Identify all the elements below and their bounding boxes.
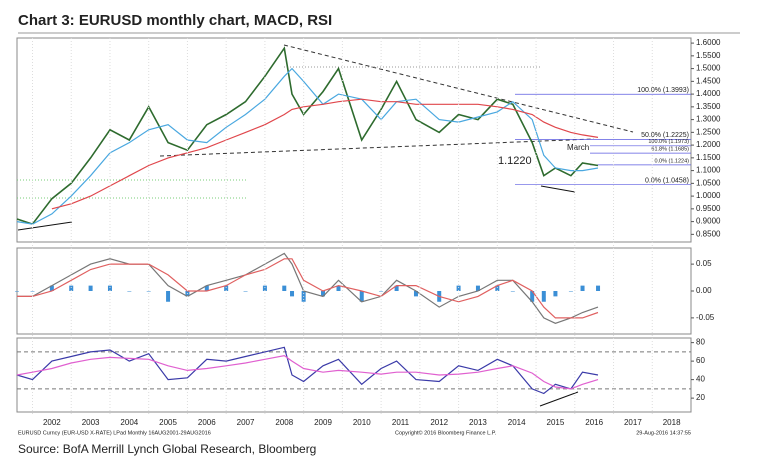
histogram-bar (596, 285, 601, 291)
histogram-bar (224, 285, 229, 291)
y-tick-label: 1.3000 (696, 115, 721, 124)
histogram-bar (146, 291, 151, 292)
histogram-bar (166, 291, 171, 302)
series-line (16, 346, 599, 395)
histogram-bar (456, 285, 461, 291)
arrow (540, 185, 576, 193)
histogram-bar (15, 291, 19, 292)
histogram-bar (541, 291, 546, 302)
histogram-bar (127, 291, 132, 292)
trend-line (159, 138, 595, 157)
y-tick-label: 1.6000 (696, 38, 721, 47)
series-line (17, 258, 599, 319)
y-tick-label: 1.2000 (696, 140, 721, 149)
x-tick-label: 2005 (159, 418, 177, 427)
histogram-bar (88, 285, 93, 291)
histogram-bar (553, 291, 558, 297)
y-tick-label: 1.3500 (696, 102, 721, 111)
y-tick-label: 80 (696, 338, 705, 347)
histogram-bar (30, 291, 35, 292)
histogram-bar (282, 285, 287, 291)
y-tick-label: 1.5000 (696, 64, 721, 73)
y-tick-label: 1.1500 (696, 153, 721, 162)
histogram-bar (530, 291, 535, 302)
histogram-bar (49, 285, 54, 291)
x-tick-label: 2015 (547, 418, 565, 427)
y-tick-label: 1.4500 (696, 76, 721, 85)
histogram-bar (336, 285, 341, 291)
price-panel (16, 37, 692, 243)
histogram-bar (262, 285, 267, 291)
footer-right: 29-Aug-2016 14:37:55 (636, 430, 691, 436)
x-tick-label: 2010 (353, 418, 371, 427)
footer-center: Copyright© 2016 Bloomberg Finance L.P. (395, 429, 497, 436)
histogram-bar (394, 285, 399, 291)
series-line (17, 252, 599, 324)
histogram-bar (359, 291, 364, 302)
series-line (51, 98, 599, 210)
fib-label: 0.0% (1.1224) (654, 158, 689, 164)
histogram-bar (379, 291, 384, 292)
histogram-bar (290, 291, 295, 297)
y-tick-label: 1.1000 (696, 166, 721, 175)
arrow (539, 391, 579, 407)
x-tick-label: 2008 (275, 418, 293, 427)
y-tick-label: 0.9500 (696, 204, 721, 213)
fib-label: 61.8% (1.1685) (651, 147, 689, 153)
trend-line (283, 44, 634, 133)
histogram-bar (510, 291, 515, 292)
support-line (17, 221, 73, 231)
y-tick-label: 1.0500 (696, 178, 721, 187)
x-tick-label: 2009 (314, 418, 332, 427)
x-tick-label: 2013 (469, 418, 487, 427)
histogram-bar (243, 291, 248, 292)
x-tick-label: 2007 (237, 418, 255, 427)
y-tick-label: 1.5500 (696, 51, 721, 60)
x-tick-label: 2012 (430, 418, 448, 427)
x-tick-label: 2014 (508, 418, 526, 427)
x-tick-label: 2002 (43, 418, 61, 427)
histogram-bar (107, 285, 112, 291)
y-tick-label: 1.4000 (696, 89, 721, 98)
series-line (16, 67, 599, 225)
x-tick-label: 2016 (585, 418, 603, 427)
fib-label: 0.0% (1.0458) (645, 177, 689, 184)
annotation: March (567, 143, 589, 152)
fib-label: 100.0% (1.3993) (637, 87, 689, 94)
histogram-bar (580, 285, 585, 291)
footer-left: EURUSD Curncy (EUR-USD X-RATE) LPad Mont… (18, 430, 211, 436)
series-line (16, 354, 599, 390)
series-line (16, 46, 599, 226)
chart-title: Chart 3: EURUSD monthly chart, MACD, RSI (18, 12, 332, 29)
y-tick-label: 0.00 (696, 286, 712, 295)
histogram-bar (321, 291, 326, 297)
histogram-bar (69, 285, 74, 291)
fib-label: 100.0% (1.1973) (648, 139, 689, 145)
x-tick-label: 2017 (624, 418, 642, 427)
y-tick-label: 1.2500 (696, 127, 721, 136)
x-tick-label: 2011 (392, 418, 410, 427)
y-tick-label: 60 (696, 356, 705, 365)
histogram-bar (495, 285, 500, 291)
x-tick-label: 2018 (663, 418, 681, 427)
fib-label: 50.0% (1.2225) (641, 132, 689, 139)
y-tick-label: 0.05 (696, 259, 712, 268)
histogram-bar (413, 291, 418, 297)
rsi-panel (16, 337, 692, 413)
y-tick-label: 20 (696, 393, 705, 402)
y-tick-label: 1.0000 (696, 191, 721, 200)
y-tick-label: 0.9000 (696, 217, 721, 226)
y-tick-label: 0.8500 (696, 229, 721, 238)
source: Source: BofA Merrill Lynch Global Resear… (18, 442, 316, 456)
x-tick-label: 2004 (120, 418, 138, 427)
x-tick-label: 2003 (82, 418, 100, 427)
x-tick-label: 2006 (198, 418, 216, 427)
y-tick-label: -0.05 (696, 313, 715, 322)
histogram-bar (568, 291, 573, 292)
annotation: 1.1220 (498, 155, 532, 167)
y-tick-label: 40 (696, 375, 705, 384)
histogram-bar (475, 285, 480, 291)
histogram-bar (204, 285, 209, 291)
